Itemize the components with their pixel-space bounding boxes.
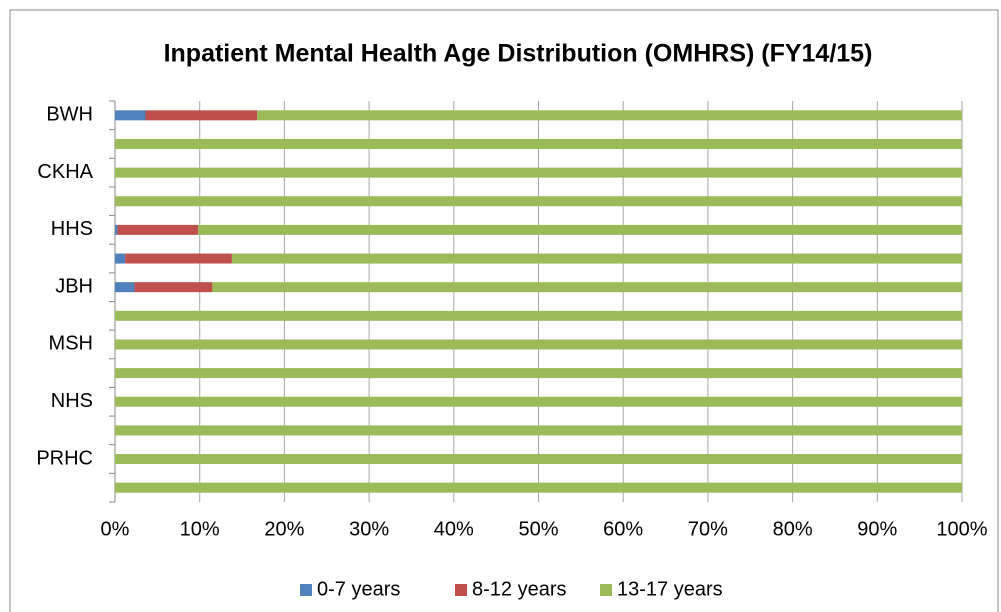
bar-segment [115,167,962,178]
y-tick-label: CKHA [37,161,93,183]
y-tick-label: MSH [49,333,93,355]
y-tick-label: JBH [55,275,93,297]
bar-segment [125,253,232,264]
x-tick-label: 80% [773,518,813,540]
legend-swatch [600,584,612,596]
x-tick-label: 100% [936,518,987,540]
bar-segment [115,482,962,493]
x-tick-label: 60% [603,518,643,540]
y-tick-label: HHS [51,218,93,240]
x-tick-label: 10% [180,518,220,540]
x-tick-label: 20% [264,518,304,540]
bar-segment [115,396,962,407]
bar-segment [231,253,963,264]
chart-title: Inpatient Mental Health Age Distribution… [164,40,873,68]
bar-segment [115,224,118,235]
bar-segment [257,110,962,121]
legend-swatch [455,584,467,596]
bar-segment [117,224,199,235]
bar-segment [198,224,963,235]
bar-segment [134,282,213,293]
x-tick-label: 50% [518,518,558,540]
legend-swatch [300,584,312,596]
x-tick-label: 90% [857,518,897,540]
y-tick-label: PRHC [36,447,93,469]
x-tick-label: 30% [349,518,389,540]
bar-segment [115,310,962,321]
y-tick-label: NHS [51,390,93,412]
bar-segment [115,196,962,207]
x-tick-label: 70% [688,518,728,540]
bar-segment [115,282,135,293]
legend-label: 0-7 years [317,578,400,600]
bar-segment [115,425,962,436]
bar-segment [145,110,258,121]
legend-label: 8-12 years [472,578,567,600]
bar-segment [115,339,962,350]
bar-segment [115,253,126,264]
bar-segment [115,110,146,121]
legend-label: 13-17 years [617,578,723,600]
bar-segment [212,282,962,293]
bar-segment [115,138,962,149]
x-tick-label: 40% [434,518,474,540]
x-tick-label: 0% [101,518,130,540]
bar-segment [115,454,962,465]
bar-segment [115,368,962,379]
y-tick-label: BWH [46,104,93,126]
